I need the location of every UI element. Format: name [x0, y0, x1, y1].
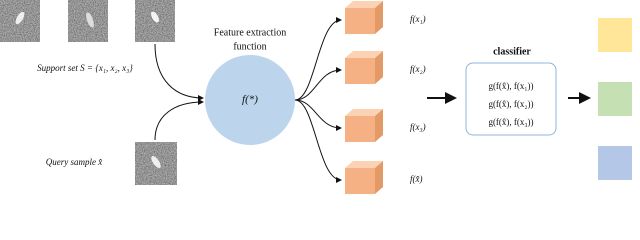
output-box	[598, 146, 632, 180]
arrow	[294, 67, 342, 101]
arrow	[294, 17, 342, 101]
classifier-row: g(f(x̂), f(x₂))	[488, 99, 533, 109]
support-image	[135, 0, 175, 42]
cube-top	[345, 1, 383, 8]
cube-front	[345, 58, 375, 84]
query-label: Query sample x̂	[46, 157, 103, 167]
cube-side	[375, 1, 383, 34]
arrow	[154, 99, 204, 141]
extractor-title: function	[233, 41, 266, 52]
support-image	[68, 0, 108, 42]
cube-top	[345, 161, 383, 168]
classifier-row: g(f(x̂), f(x₃))	[488, 117, 533, 127]
diagram: Support set S = {x₁, x₂, x₃} Query sampl…	[0, 0, 632, 194]
query-image	[135, 142, 177, 185]
body: {"support_set": {"label": "Support set S…	[0, 0, 632, 194]
cube-front	[345, 8, 375, 34]
feature-group: f(x₁) f(x₂) f(x₃) f(x̂)	[294, 1, 426, 194]
support-image	[0, 0, 40, 42]
arrow	[294, 99, 342, 183]
output-box	[598, 82, 632, 116]
cube-top	[345, 109, 383, 116]
feature-label: f(x₂)	[410, 64, 426, 74]
cube-side	[375, 109, 383, 142]
classifier-box	[465, 62, 557, 136]
cube-front	[345, 168, 375, 194]
page: html, body { margin: 0; padding: 0; back…	[0, 0, 632, 194]
cube-side	[375, 161, 383, 194]
classifier-title: classifier	[493, 46, 531, 57]
cube-top	[345, 51, 383, 58]
extractor-symbol: f(*)	[242, 94, 258, 106]
feature-label: f(x₃)	[410, 122, 426, 132]
arrow	[294, 99, 342, 131]
classifier-row: g(f(x̂), f(x₁))	[488, 81, 533, 91]
output-box	[598, 18, 632, 52]
cube-front	[345, 116, 375, 142]
feature-label: f(x̂)	[410, 174, 423, 184]
extractor-title: Feature extraction	[214, 27, 286, 38]
support-label: Support set S = {x₁, x₂, x₃}	[37, 63, 133, 73]
feature-label: f(x₁)	[410, 14, 426, 24]
extractor-circle	[205, 55, 295, 145]
cube-side	[375, 51, 383, 84]
arrow	[154, 43, 204, 101]
